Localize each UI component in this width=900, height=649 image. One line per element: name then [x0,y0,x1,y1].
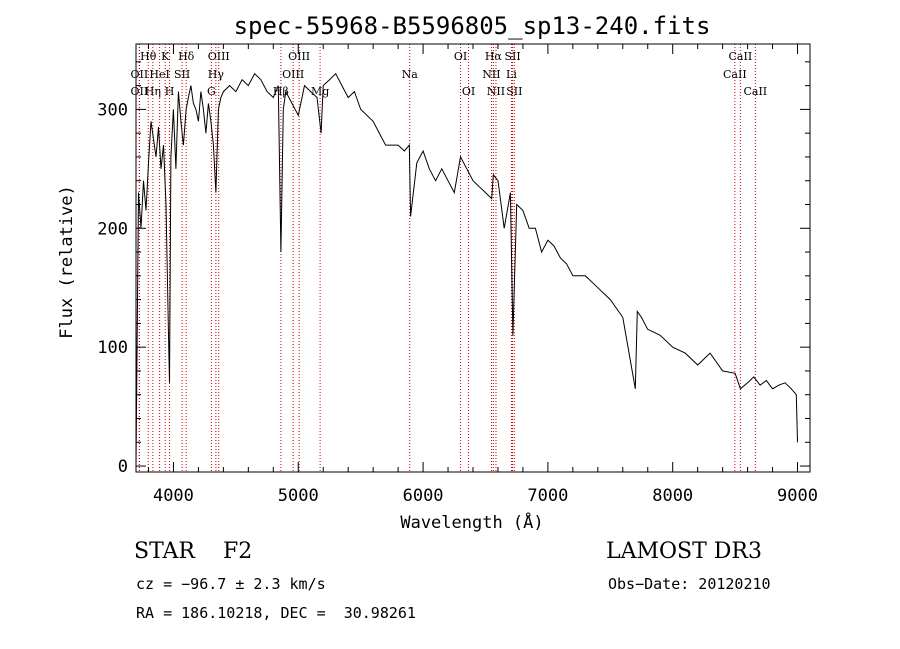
line-label: Hθ [140,50,157,63]
x-tick-label: 7000 [527,486,568,506]
x-tick-label: 6000 [403,486,444,506]
line-label: NII [482,68,500,81]
line-label: Mg [311,85,329,98]
spectrum-line [135,72,798,467]
line-label: OI [462,85,475,98]
x-axis-label: Wavelength (Å) [400,511,543,533]
x-tick-label: 8000 [652,486,693,506]
survey-name: LAMOST DR3 [606,539,762,564]
plot-frame [135,43,811,473]
y-tick-label: 0 [118,457,128,477]
line-label: Hη [145,85,161,98]
line-label: NII [487,85,505,98]
x-tick-label: 5000 [278,486,319,506]
line-label: HeI [149,68,169,81]
y-axis-label: Flux (relative) [57,185,77,339]
line-label: Hγ [208,68,225,81]
line-label: SII [506,85,522,98]
line-label: Na [402,68,419,81]
x-tick-label: 4000 [153,486,194,506]
y-tick-label: 100 [97,338,128,358]
line-label: G [207,85,216,98]
chart-title: spec-55968-B5596805_sp13-240.fits [234,12,711,40]
line-label: SII [504,50,520,63]
line-label: OII [131,85,149,98]
redshift-text: cz = −96.7 ± 2.3 km/s [136,575,326,593]
line-label: Hα [485,50,503,63]
obs-date: Obs−Date: 20120210 [608,575,771,593]
line-label: OII [131,68,149,81]
axis-ticks: 4000 5000 6000 7000 8000 9000 0 100 200 300 [97,44,818,506]
line-label: K [161,50,170,63]
spectral-line-labels: HθHηHeIKHSIIHδGHγOIIIHβOIIIOIIIMgNaOIOIN… [131,50,768,98]
line-label: H [165,85,175,98]
line-label: OIII [208,50,230,63]
line-label: OI [454,50,467,63]
spectral-line-markers [138,44,756,472]
line-label: SII [174,68,190,81]
y-tick-label: 200 [97,219,128,239]
line-label: OIII [282,68,304,81]
line-label: CaII [729,50,753,63]
x-tick-label: 9000 [777,486,818,506]
line-label: CaII [743,85,767,98]
line-label: CaII [723,68,747,81]
line-label: Li [506,68,517,81]
coordinates: RA = 186.10218, DEC = 30.98261 [136,604,416,622]
y-tick-label: 300 [97,100,128,120]
object-class: STAR F2 [134,539,253,564]
line-label: Hδ [178,50,195,63]
line-label: OIII [288,50,310,63]
